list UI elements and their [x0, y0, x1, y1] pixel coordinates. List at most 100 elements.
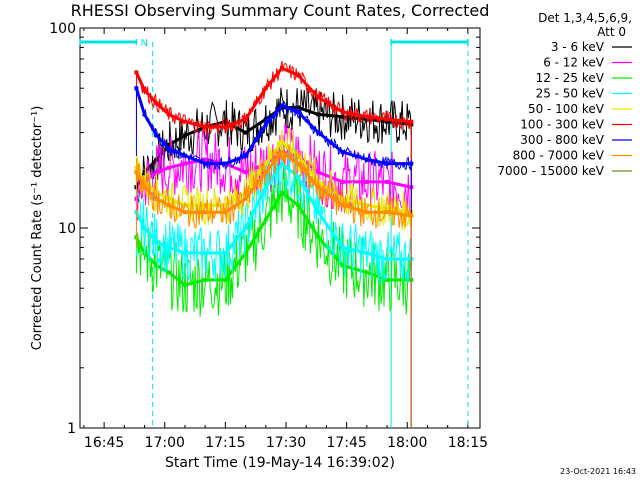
- legend-label: 50 - 100 keV: [528, 102, 605, 116]
- x-tick-label: 18:15: [448, 435, 488, 451]
- data-point: [243, 117, 248, 122]
- data-point: [243, 196, 248, 201]
- data-point: [364, 179, 369, 184]
- y-tick-label: 10: [58, 221, 76, 237]
- data-point: [223, 210, 228, 215]
- data-point: [183, 161, 187, 166]
- data-point: [316, 112, 321, 117]
- data-point: [316, 130, 321, 135]
- data-point: [385, 179, 389, 184]
- data-point: [142, 88, 147, 92]
- data-point: [223, 277, 228, 282]
- data-point: [296, 73, 301, 78]
- data-point: [316, 210, 321, 215]
- data-point: [243, 226, 248, 230]
- data-point: [154, 196, 159, 201]
- data-point: [154, 133, 159, 138]
- series-lines: [134, 60, 414, 428]
- data-point: [243, 153, 248, 158]
- data-point: [166, 146, 171, 151]
- data-point: [409, 119, 414, 124]
- data-point: [263, 170, 268, 175]
- data-point: [364, 270, 369, 275]
- series-line: [136, 60, 412, 135]
- x-axis-label: Start Time (19-May-14 16:39:02): [165, 455, 395, 471]
- data-point: [243, 170, 248, 175]
- data-point: [154, 101, 159, 106]
- data-point: [154, 263, 159, 268]
- data-point: [263, 86, 268, 91]
- data-point: [385, 277, 389, 282]
- data-point: [385, 119, 389, 124]
- series-trend: [135, 191, 412, 287]
- data-point: [280, 66, 284, 71]
- marker-label: N: [140, 38, 147, 49]
- x-tick-label: 17:45: [326, 435, 366, 451]
- data-point: [316, 235, 321, 240]
- legend-label: 100 - 300 keV: [520, 118, 604, 132]
- data-point: [183, 282, 187, 287]
- y-tick-label: 1: [67, 421, 76, 437]
- data-point: [340, 203, 345, 208]
- series-trend: [135, 66, 412, 129]
- data-point: [280, 161, 284, 166]
- data-point: [385, 210, 389, 215]
- legend-label: 12 - 25 keV: [536, 71, 605, 85]
- data-point: [316, 185, 321, 190]
- data-point: [166, 165, 171, 170]
- x-tick-label: 18:00: [387, 435, 427, 451]
- data-point: [385, 257, 389, 261]
- data-point: [223, 119, 228, 124]
- data-point: [385, 206, 389, 211]
- series-trend: [135, 150, 412, 200]
- data-point: [134, 86, 139, 91]
- data-point: [203, 251, 208, 255]
- data-point: [340, 150, 345, 154]
- legend-header-line-2: Att 0: [597, 25, 626, 39]
- x-tick-label: 16:45: [84, 435, 124, 451]
- data-point: [142, 112, 147, 117]
- series-7: [134, 144, 414, 428]
- data-point: [280, 150, 284, 154]
- legend-label: 6 - 12 keV: [543, 56, 605, 70]
- data-point: [134, 170, 139, 175]
- y-axis-label: Corrected Count Rate (s⁻¹ detector⁻¹): [30, 106, 45, 351]
- data-point: [263, 185, 268, 190]
- chart-title: RHESSI Observing Summary Count Rates, Co…: [71, 1, 490, 20]
- data-point: [142, 226, 147, 230]
- data-point: [183, 251, 187, 255]
- y-tick-label: 100: [49, 21, 76, 37]
- data-point: [243, 251, 248, 255]
- x-tick-label: 17:30: [266, 435, 306, 451]
- data-point: [296, 161, 301, 166]
- axis-ticks: [80, 28, 480, 428]
- series-trend: [134, 87, 412, 166]
- data-point: [296, 105, 301, 110]
- data-point: [364, 117, 369, 122]
- x-tick-label: 17:15: [205, 435, 245, 451]
- series-line: [135, 144, 412, 230]
- data-point: [183, 133, 187, 138]
- data-point: [340, 263, 345, 268]
- footer-timestamp: 23-Oct-2021 16:43: [560, 467, 636, 476]
- legend-label: 3 - 6 keV: [551, 40, 605, 54]
- data-point: [280, 139, 284, 144]
- data-point: [223, 203, 228, 208]
- data-point: [340, 196, 345, 201]
- data-point: [203, 125, 208, 129]
- plot-area: N: [79, 27, 481, 429]
- data-point: [364, 157, 369, 162]
- data-point: [316, 170, 321, 175]
- data-point: [243, 130, 248, 135]
- legend-label: 800 - 7000 keV: [513, 149, 605, 163]
- legend: Det 1,3,4,5,6,9, Att 0 3 - 6 keV 6 - 12 k…: [497, 11, 632, 178]
- data-point: [263, 122, 268, 127]
- data-point: [296, 110, 301, 114]
- x-tick-labels: 16:45 17:00 17:15 17:30 17:45 18:00 18:15: [84, 435, 488, 451]
- data-point: [203, 210, 208, 215]
- data-point: [166, 203, 171, 208]
- data-point: [364, 251, 369, 255]
- data-point: [203, 157, 208, 162]
- data-point: [223, 251, 228, 255]
